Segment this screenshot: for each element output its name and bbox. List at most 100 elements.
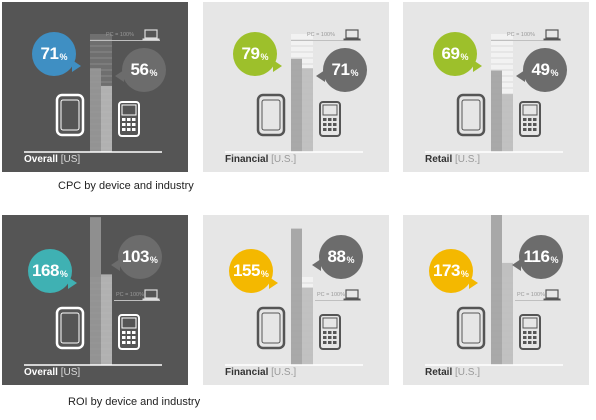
percent-sign: %: [346, 254, 355, 265]
laptop-icon: [343, 289, 361, 301]
segment-name: Overall: [24, 367, 58, 378]
keypad-key-icon: [533, 331, 537, 334]
keypad-key-icon: [323, 118, 327, 121]
tablet-screen-icon: [60, 312, 80, 344]
smartphone-value: 103: [122, 247, 149, 266]
smartphone-bubble-tail: [512, 259, 521, 271]
smartphone-value: 49: [531, 60, 550, 79]
laptop-icon: [543, 289, 561, 301]
bar-tablet: [90, 217, 101, 365]
smartphone-value: 88: [327, 247, 346, 266]
tablet-screen-icon: [461, 312, 481, 344]
segment-name: Financial: [225, 367, 269, 378]
chart-panel-5: PC = 100% 155% 88% Financial [U.S.]: [203, 215, 389, 385]
keypad-key-icon: [122, 118, 126, 121]
keypad-key-icon: [523, 331, 527, 334]
keypad-key-icon: [333, 118, 337, 121]
keypad-key-icon: [323, 123, 327, 126]
keypad-key-icon: [328, 123, 332, 126]
tablet-icon: [456, 93, 486, 137]
chart-panel-4: PC = 100% 168% 103% Overall [US]: [2, 215, 188, 385]
pc-100-label: PC = 100%: [317, 292, 345, 298]
bar-tablet: [291, 228, 302, 365]
smartphone-screen-icon: [121, 317, 137, 329]
keypad-key-icon: [323, 336, 327, 339]
pc-reference-line: [90, 40, 160, 41]
device-bar-chart: [225, 228, 363, 366]
tablet-value: 168: [32, 261, 59, 280]
bar-smartphone: [502, 262, 513, 365]
percent-sign: %: [460, 268, 469, 279]
chart-panel-3: PC = 100% 69% 49% Retail [U.S.]: [403, 2, 589, 172]
pc-100-label: PC = 100%: [507, 32, 535, 38]
smartphone-screen-icon: [522, 317, 538, 329]
keypad-key-icon: [132, 331, 136, 334]
device-bar-chart: [24, 34, 162, 153]
region-label: [U.S.]: [455, 154, 481, 165]
tablet-value-bubble: 79%: [233, 32, 277, 76]
smartphone-value-bubble: 88%: [319, 235, 363, 279]
keypad-key-icon: [328, 118, 332, 121]
pc-reference-line: [515, 300, 561, 301]
tablet-bubble-tail: [469, 277, 478, 289]
percent-sign: %: [260, 268, 269, 279]
cpc-caption: CPC by device and industry: [58, 180, 194, 192]
smartphone-screen-icon: [121, 104, 137, 116]
keypad-key-icon: [323, 331, 327, 334]
bar-smartphone: [101, 85, 112, 152]
keypad-key-icon: [122, 341, 126, 344]
tablet-screen-icon: [261, 312, 281, 344]
bar-smartphone: [502, 94, 513, 152]
keypad-key-icon: [523, 128, 527, 131]
region-label: [US]: [60, 367, 81, 378]
keypad-key-icon: [132, 118, 136, 121]
smartphone-icon: [319, 314, 341, 350]
keypad-key-icon: [528, 331, 532, 334]
chart-panel-2: PC = 100% 79% 71% Financial [U.S.]: [203, 2, 389, 172]
keypad-key-icon: [127, 128, 131, 131]
keypad-key-icon: [132, 341, 136, 344]
percent-sign: %: [59, 268, 68, 279]
keypad-key-icon: [528, 336, 532, 339]
roi-caption: ROI by device and industry: [68, 396, 201, 408]
laptop-icon: [142, 289, 160, 301]
smartphone-bubble-tail: [312, 259, 321, 271]
keypad-key-icon: [132, 336, 136, 339]
smartphone-value: 56: [130, 60, 149, 79]
tablet-value-bubble: 173%: [429, 249, 473, 293]
laptop-icon: [142, 29, 160, 41]
keypad-key-icon: [122, 123, 126, 126]
smartphone-icon: [118, 101, 140, 137]
smartphone-bubble-tail: [316, 70, 325, 82]
keypad-key-icon: [523, 123, 527, 126]
keypad-key-icon: [328, 341, 332, 344]
keypad-key-icon: [333, 123, 337, 126]
percent-sign: %: [149, 67, 158, 78]
device-bar-chart: [425, 215, 563, 366]
keypad-key-icon: [528, 123, 532, 126]
region-label: [US]: [60, 154, 81, 165]
tablet-value-bubble: 155%: [229, 249, 273, 293]
percent-sign: %: [460, 51, 469, 62]
tablet-screen-icon: [60, 99, 80, 131]
tablet-value: 71: [40, 44, 59, 63]
keypad-key-icon: [533, 128, 537, 131]
bar-tablet: [291, 58, 302, 152]
tablet-bubble-tail: [72, 60, 81, 72]
tablet-value-bubble: 71%: [32, 32, 76, 76]
keypad-key-icon: [533, 118, 537, 121]
panel-footer-label: Retail [U.S.]: [425, 367, 480, 378]
segment-name: Retail: [425, 367, 453, 378]
smartphone-icon: [519, 314, 541, 350]
smartphone-bubble-tail: [111, 259, 120, 271]
device-bar-chart: [225, 34, 363, 153]
keypad-key-icon: [528, 118, 532, 121]
panel-footer-label: Financial [U.S.]: [225, 154, 296, 165]
tablet-icon: [55, 93, 85, 137]
tablet-value-bubble: 69%: [433, 32, 477, 76]
laptop-icon: [543, 29, 561, 41]
keypad-key-icon: [328, 128, 332, 131]
chart-panel-6: PC = 100% 173% 116% Retail [U.S.]: [403, 215, 589, 385]
tablet-bubble-tail: [273, 60, 282, 72]
tablet-icon: [256, 93, 286, 137]
